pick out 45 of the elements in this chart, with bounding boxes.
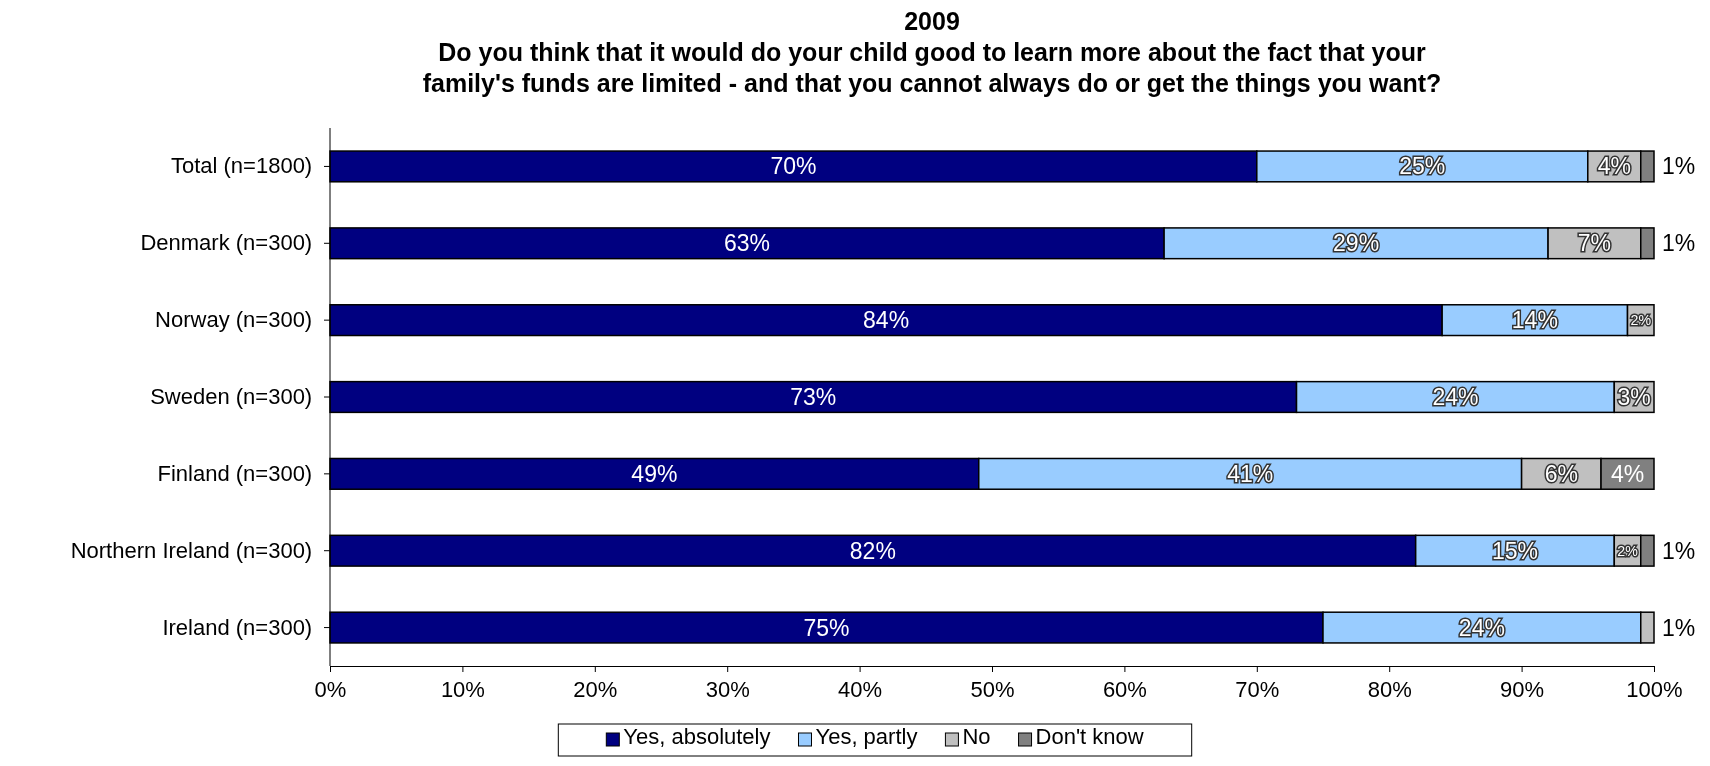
x-tick-label: 80% [1367,677,1412,702]
data-label: 1% [1662,230,1696,257]
y-tick-label: Northern Ireland (n=300) [70,537,313,563]
data-label: 49% [631,460,678,487]
legend-label: Yes, partly [815,724,918,749]
data-label: 75% [803,614,850,641]
x-tick-label: 60% [1102,677,1147,702]
data-label: 1% [1662,153,1696,180]
data-label: 25% [1399,153,1446,180]
y-tick-label: Norway (n=300) [155,307,313,333]
y-tick-label: Ireland (n=300) [162,614,313,640]
data-label: 2% [1617,542,1639,559]
data-label: 70% [770,153,817,180]
data-label: 63% [724,230,771,257]
data-label: 24% [1458,614,1505,641]
y-tick-label: Total (n=1800) [170,153,313,179]
legend-label: No [962,724,991,749]
data-label: 84% [863,307,910,334]
data-label: 1% [1662,537,1696,564]
data-label: 73% [790,384,837,411]
x-tick-label: 50% [970,677,1015,702]
chart-title: 2009 Do you think that it would do your child good to learn more about the fact that your family's funds are limited - and that you cannot always do or get the things you want? [422,7,1442,97]
y-tick-label: Finland (n=300) [157,460,313,486]
data-label: 29% [1333,230,1380,257]
data-label: 14% [1511,307,1558,334]
legend-label: Don't know [1035,724,1144,749]
data-label: 15% [1491,537,1538,564]
data-label: 4% [1610,460,1645,487]
x-tick-label: 40% [838,677,883,702]
data-label: 82% [849,537,896,564]
data-label: 1% [1662,614,1696,641]
data-label: 3% [1617,384,1651,411]
data-label: 4% [1597,153,1631,180]
y-tick-label: Sweden (n=300) [150,384,313,410]
x-tick-label: 70% [1235,677,1280,702]
x-tick-label: 10% [440,677,485,702]
x-tick-label: 20% [573,677,618,702]
data-label: 41% [1227,460,1274,487]
legend-label: Yes, absolutely [623,724,771,749]
x-tick-label: 90% [1500,677,1545,702]
data-label: 24% [1432,384,1479,411]
x-tick-label: 0% [314,677,347,702]
x-tick-label: 30% [705,677,750,702]
y-tick-label: Denmark (n=300) [140,230,313,256]
x-tick-label: 100% [1626,677,1683,702]
